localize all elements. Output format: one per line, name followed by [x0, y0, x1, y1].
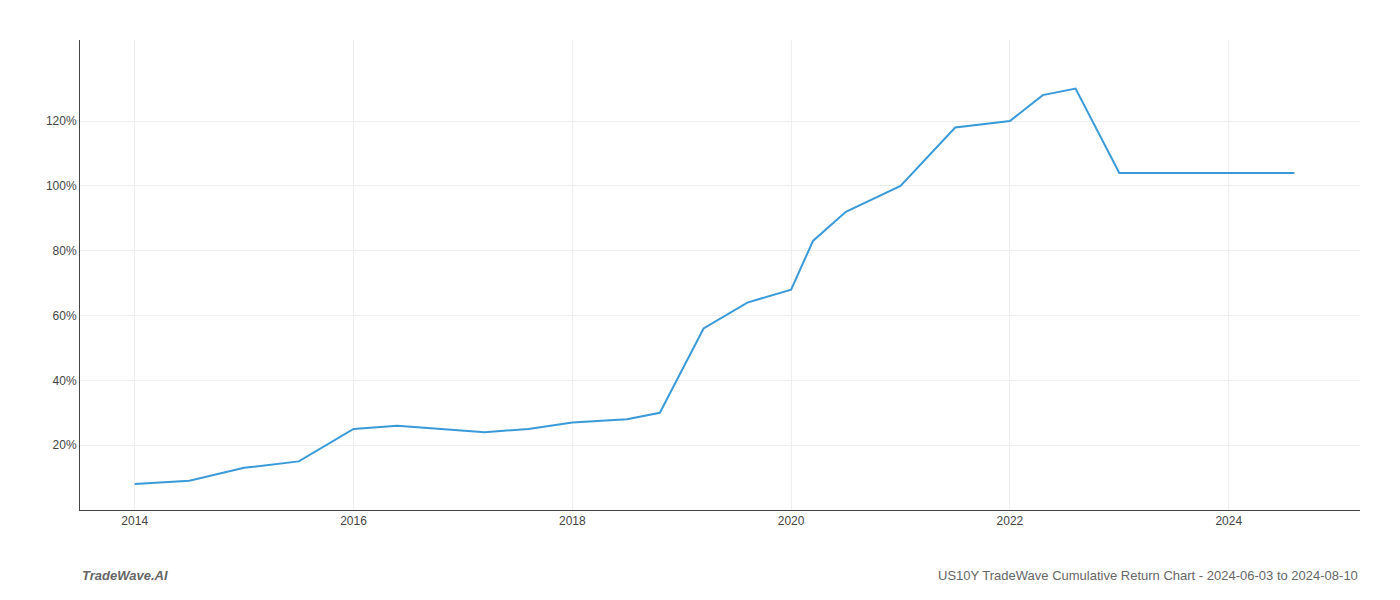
svg-text:60%: 60%: [53, 309, 77, 323]
svg-text:20%: 20%: [53, 438, 77, 452]
svg-text:TradeWave.AI: TradeWave.AI: [82, 568, 168, 583]
svg-text:80%: 80%: [53, 244, 77, 258]
svg-text:120%: 120%: [46, 114, 77, 128]
svg-text:2018: 2018: [559, 514, 586, 528]
svg-text:2022: 2022: [997, 514, 1024, 528]
svg-text:2020: 2020: [778, 514, 805, 528]
svg-text:US10Y TradeWave Cumulative Ret: US10Y TradeWave Cumulative Return Chart …: [938, 568, 1358, 583]
svg-text:40%: 40%: [53, 374, 77, 388]
svg-text:2014: 2014: [121, 514, 148, 528]
svg-text:100%: 100%: [46, 179, 77, 193]
svg-text:2016: 2016: [340, 514, 367, 528]
svg-text:2024: 2024: [1215, 514, 1242, 528]
